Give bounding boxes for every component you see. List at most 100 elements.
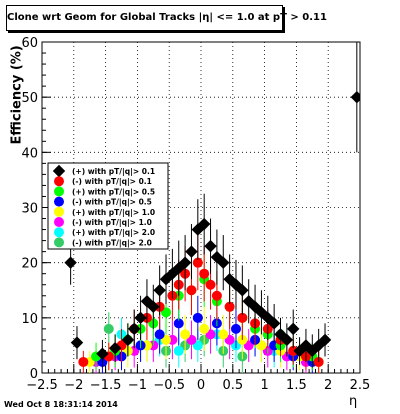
data-point xyxy=(255,306,268,319)
y-tick-label: 10 xyxy=(21,312,38,327)
data-point xyxy=(70,336,84,349)
legend-entry: (-) with pT/|q|> 2.0 xyxy=(54,237,152,248)
y-tick-label: 50 xyxy=(21,91,38,106)
legend-label: (-) with pT/|q|> 2.0 xyxy=(72,238,152,248)
chart-title: Clone wrt Geom for Global Tracks |η| <= … xyxy=(7,12,327,23)
y-axis-label: Efficiency (%) xyxy=(9,45,25,145)
data-point xyxy=(318,333,332,347)
data-point xyxy=(185,245,198,258)
data-point xyxy=(153,284,166,297)
data-point xyxy=(121,333,135,347)
data-point xyxy=(229,278,243,291)
y-tick-label: 20 xyxy=(21,257,38,272)
legend-box xyxy=(47,162,169,250)
data-point xyxy=(172,261,185,275)
data-point xyxy=(134,311,147,325)
legend-label: (+) with pT/|q|> 0.1 xyxy=(72,167,155,177)
legend-entry: (+) with pT/|q|> 1.0 xyxy=(54,206,155,218)
data-point xyxy=(161,307,172,318)
x-tick-label: 0 xyxy=(197,378,205,393)
data-point xyxy=(192,312,203,323)
x-tick-label: 1.5 xyxy=(286,378,307,393)
data-point xyxy=(199,323,210,334)
data-point xyxy=(128,322,141,336)
legend-marker xyxy=(54,186,64,197)
data-point xyxy=(280,333,294,347)
legend-entry: (-) with pT/|q|> 1.0 xyxy=(54,217,152,228)
data-point xyxy=(147,300,160,314)
data-point xyxy=(191,223,205,236)
data-point xyxy=(140,295,154,308)
data-point xyxy=(223,273,236,286)
data-point xyxy=(256,340,267,351)
data-point xyxy=(236,284,249,297)
data-point xyxy=(211,290,222,301)
data-point xyxy=(173,345,184,356)
data-point xyxy=(230,323,241,334)
x-tick-label: −1 xyxy=(128,378,147,393)
data-point xyxy=(186,334,197,345)
data-point xyxy=(243,340,254,351)
data-point xyxy=(242,295,255,308)
y-tick-label: 60 xyxy=(21,36,38,51)
legend-marker xyxy=(54,176,64,187)
data-point xyxy=(350,90,360,104)
data-point xyxy=(78,356,89,367)
y-tick-label: 30 xyxy=(21,202,38,217)
x-tick-label: 1 xyxy=(260,378,268,393)
legend-entry: (+) with pT/|q|> 0.5 xyxy=(54,186,155,197)
data-point xyxy=(287,322,300,336)
x-axis-label: η xyxy=(349,394,358,409)
data-point xyxy=(267,317,281,330)
x-tick-label: 2 xyxy=(324,378,332,393)
legend-marker xyxy=(54,217,64,227)
x-tick-label: −1.5 xyxy=(90,378,122,393)
data-point xyxy=(64,256,77,269)
x-tick-label: −2.5 xyxy=(26,378,58,393)
x-tick-label: −2 xyxy=(64,378,83,393)
data-point xyxy=(205,329,216,340)
data-point xyxy=(178,256,192,269)
timestamp: Wed Oct 8 18:31:14 2014 xyxy=(4,400,118,409)
data-point xyxy=(210,250,224,264)
legend-label: (-) with pT/|q|> 0.5 xyxy=(72,198,152,208)
x-tick-label: −0.5 xyxy=(153,378,185,393)
legend-label: (-) with pT/|q|> 1.0 xyxy=(72,218,152,228)
data-point xyxy=(306,344,319,358)
data-point xyxy=(159,273,173,286)
data-point xyxy=(205,279,216,290)
legend-marker xyxy=(54,227,64,238)
data-point xyxy=(218,329,229,340)
data-point xyxy=(96,347,109,360)
legend-marker xyxy=(54,237,64,248)
legend-marker xyxy=(54,196,64,207)
legend-label: (-) with pT/|q|> 0.1 xyxy=(72,177,152,187)
x-tick-label: 2.5 xyxy=(350,378,371,393)
data-point xyxy=(248,300,262,314)
data-point xyxy=(299,339,313,352)
legend-label: (+) with pT/|q|> 1.0 xyxy=(72,208,155,218)
legend-label: (+) with pT/|q|> 0.5 xyxy=(72,187,155,197)
data-point xyxy=(180,329,191,340)
data-point xyxy=(197,217,211,231)
title-box: Clone wrt Geom for Global Tracks |η| <= … xyxy=(6,5,327,31)
data-point xyxy=(261,311,274,325)
data-point xyxy=(192,340,203,351)
data-point xyxy=(217,256,230,269)
y-tick-label: 0 xyxy=(30,367,38,382)
legend-label: (+) with pT/|q|> 2.0 xyxy=(72,228,155,238)
data-layer xyxy=(64,42,360,373)
data-point xyxy=(186,285,197,296)
legend-entry: (-) with pT/|q|> 0.1 xyxy=(54,176,152,187)
data-point xyxy=(108,341,122,355)
data-point xyxy=(199,268,210,279)
x-tick-label: 0.5 xyxy=(222,378,243,393)
legend-entry: (-) with pT/|q|> 0.5 xyxy=(54,196,152,208)
y-tick-label: 40 xyxy=(21,146,38,161)
data-point xyxy=(274,328,287,341)
data-point xyxy=(224,334,235,345)
data-point xyxy=(161,334,172,345)
legend-entry: (+) with pT/|q|> 2.0 xyxy=(54,227,155,238)
